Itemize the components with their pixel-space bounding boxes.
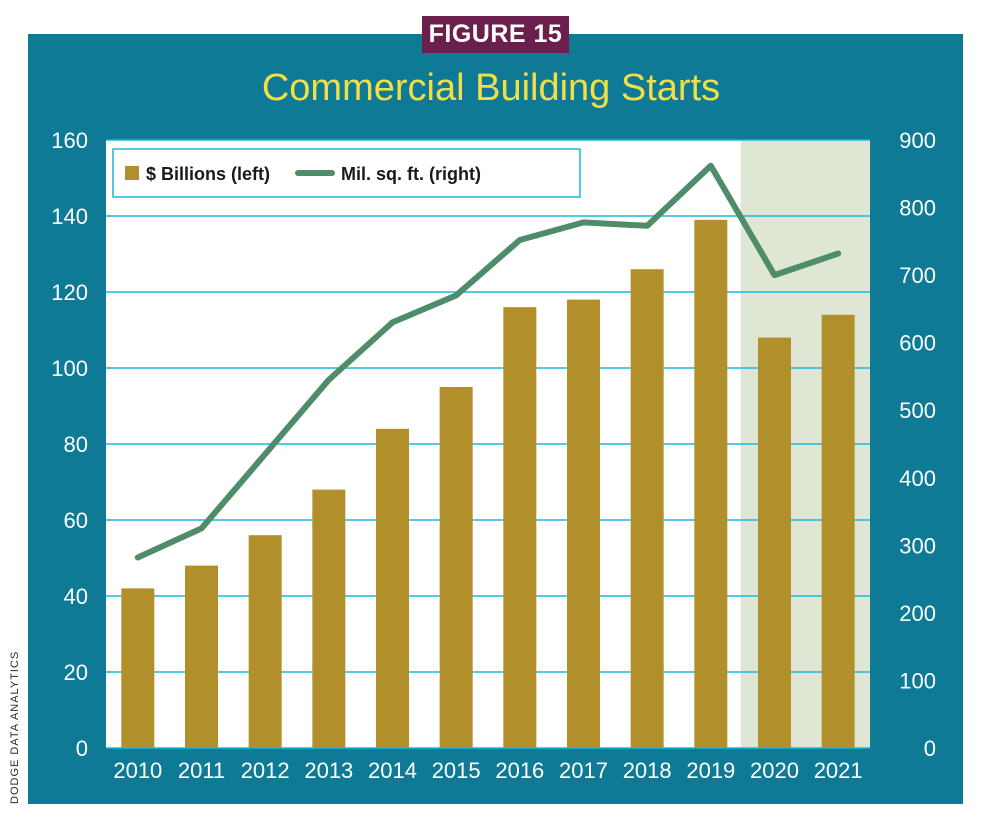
x-tick-label: 2017 [559,758,608,783]
x-tick-label: 2014 [368,758,417,783]
bar-2016 [503,307,537,748]
line-point-2015 [455,294,457,296]
left-tick-label: 160 [51,128,88,153]
legend-label-line: Mil. sq. ft. (right) [341,164,481,184]
bar-2010 [121,588,155,748]
legend-label-bar: $ Billions (left) [146,164,270,184]
left-tick-label: 100 [51,356,88,381]
left-tick-label: 80 [64,432,88,457]
line-point-2017 [583,221,584,223]
bar-2011 [185,565,218,748]
left-tick-label: 40 [64,584,88,609]
x-tick-label: 2012 [241,758,290,783]
legend-box [112,148,581,198]
legend-swatch-bar [125,166,139,180]
line-sq-ft [134,162,842,561]
left-tick-label: 120 [51,280,88,305]
right-tick-label: 600 [899,331,936,356]
line-point-2018 [646,225,648,227]
line-point-2019 [710,165,712,167]
right-tick-label: 100 [899,668,936,693]
line-series [134,162,842,561]
x-tick-label: 2016 [495,758,544,783]
right-tick-label: 700 [899,263,936,288]
bar-2012 [248,535,282,748]
bar-2014 [376,428,409,748]
right-tick-label: 500 [899,398,936,423]
line-point-2013 [328,379,330,381]
bar-2013 [312,489,346,748]
x-tick-label: 2019 [686,758,735,783]
figure-label: FIGURE 15 [422,16,569,53]
left-tick-label: 0 [76,736,88,761]
right-tick-label: 200 [899,601,936,626]
x-tick-label: 2021 [814,758,863,783]
bar-2017 [567,299,600,748]
left-tick-label: 20 [64,660,88,685]
legend: $ Billions (left) Mil. sq. ft. (right) [112,148,581,198]
bar-2021 [821,314,855,748]
line-point-2011 [201,527,202,529]
bar-2018 [630,269,664,748]
x-tick-label: 2020 [750,758,799,783]
left-tick-label: 140 [51,204,88,229]
right-tick-label: 300 [899,533,936,558]
bar-series [121,219,855,749]
line-point-2012 [264,453,266,455]
x-axis: 2010 2011 2012 2013 2014 2015 2016 2017 2018 2019… [113,758,862,783]
bar-2020 [758,337,791,748]
x-tick-label: 2010 [113,758,162,783]
line-point-2010 [137,556,139,558]
chart-title: Commercial Building Starts [261,67,721,109]
x-tick-label: 2011 [178,758,225,783]
right-tick-label: 400 [899,466,936,491]
right-axis: 0 100 200 300 400 500 600 700 800 900 [899,128,936,761]
right-tick-label: 800 [899,196,936,221]
right-tick-label: 0 [924,736,936,761]
x-tick-label: 2015 [432,758,481,783]
right-tick-label: 900 [899,128,936,153]
bar-2019 [694,219,728,749]
line-point-2021 [837,252,839,254]
x-tick-label: 2018 [623,758,672,783]
bar-2015 [439,387,473,748]
x-tick-label: 2013 [304,758,353,783]
left-axis: 0 20 40 60 80 100 120 140 160 [51,128,88,761]
line-point-2016 [519,239,521,241]
line-point-2020 [774,274,775,276]
line-point-2014 [392,321,393,323]
gridlines [106,139,870,749]
left-tick-label: 60 [64,508,88,533]
